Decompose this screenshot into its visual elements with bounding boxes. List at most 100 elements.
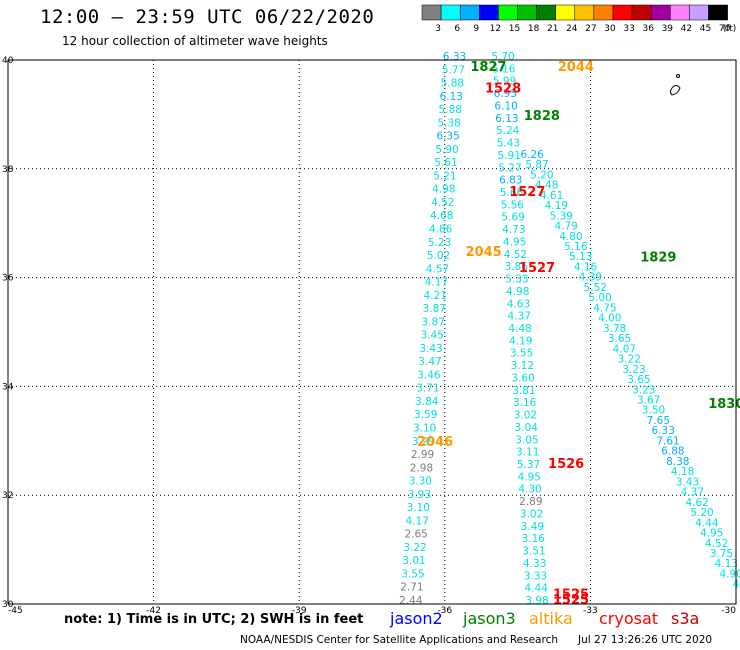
swh-value: 5.52 xyxy=(584,282,607,294)
legend-label: 12 xyxy=(490,24,501,34)
swh-value: 4.95 xyxy=(700,528,723,540)
legend-swatch xyxy=(459,4,480,21)
swh-value: 5.20 xyxy=(530,169,553,181)
generated-timestamp: Jul 27 13:26:26 UTC 2020 xyxy=(578,634,713,646)
swh-value: 6.10 xyxy=(494,100,517,112)
pass-time-label: 1527 xyxy=(519,261,555,276)
swh-value: 5.27 xyxy=(498,162,521,174)
swh-value: 5.99 xyxy=(493,76,516,88)
swh-value: 7.61 xyxy=(656,435,679,447)
swh-value: 2.99 xyxy=(411,449,434,461)
legend-swatch xyxy=(689,4,709,21)
swh-value: 3.71 xyxy=(416,383,439,395)
swh-value: 3.87 xyxy=(422,316,445,328)
swh-value: 4.73 xyxy=(502,224,525,236)
legend-swatch xyxy=(517,4,537,21)
swh-value: 4.95 xyxy=(518,471,541,483)
swh-value: 5.13 xyxy=(569,251,592,263)
swh-value: 4.17 xyxy=(406,515,429,527)
swh-value: 3.93 xyxy=(408,489,431,501)
swh-value: 3.65 xyxy=(627,374,650,386)
swh-value: 4.33 xyxy=(523,558,546,570)
swh-value: 4.62 xyxy=(685,497,708,509)
swh-value: 3.01 xyxy=(402,555,425,567)
legend-label: 18 xyxy=(528,24,540,34)
swh-value: 5.16 xyxy=(564,241,588,253)
swh-value: 5.23 xyxy=(428,237,451,249)
swh-value: 2.98 xyxy=(410,462,433,474)
island-outline xyxy=(670,85,681,96)
swh-value: 3.12 xyxy=(511,360,534,372)
pass-time-label: 1829 xyxy=(640,250,676,265)
swh-value: 5.88 xyxy=(441,78,464,90)
swh-value: 4.44 xyxy=(695,517,719,529)
swh-value: 5.20 xyxy=(690,507,713,519)
swh-value: 4.80 xyxy=(559,231,582,243)
satellite-s3a: s3a xyxy=(671,609,700,628)
legend-label: 42 xyxy=(681,24,692,34)
swh-value: 3.23 xyxy=(632,384,655,396)
legend-swatch xyxy=(708,4,728,21)
swh-value: 3.65 xyxy=(608,333,631,345)
swh-value: 4.21 xyxy=(424,290,447,302)
legend-swatch xyxy=(536,4,556,21)
swh-value: 3.23 xyxy=(622,364,645,376)
swh-value: 3.45 xyxy=(420,330,443,342)
swh-value: 4.37 xyxy=(508,311,531,323)
satellite-cryosat: cryosat xyxy=(599,609,659,628)
swh-value: 3.22 xyxy=(618,354,641,366)
swh-value: 6.26 xyxy=(520,149,544,161)
swh-value: 5.24 xyxy=(496,125,520,137)
swh-value: 3.10 xyxy=(413,423,436,435)
swh-value: 5.37 xyxy=(517,459,540,471)
legend-swatch xyxy=(479,4,499,21)
swh-value: 5.00 xyxy=(588,292,611,304)
swh-value: 3.84 xyxy=(415,396,439,408)
swh-value: 4.61 xyxy=(540,190,563,202)
swh-value: 3.33 xyxy=(524,570,547,582)
swh-value: 3.75 xyxy=(710,548,733,560)
chart-subtitle: 12 hour collection of altimeter wave hei… xyxy=(62,34,328,48)
x-tick-label: -33 xyxy=(583,606,598,616)
swh-value: 2.71 xyxy=(400,582,423,594)
swh-value: 6.33 xyxy=(443,51,466,63)
swh-value: 6.13 xyxy=(440,91,463,103)
swh-value: 3.50 xyxy=(642,405,665,417)
legend-label: 15 xyxy=(509,24,520,34)
pass-time-label: 1528 xyxy=(485,82,521,97)
swh-value: 3.55 xyxy=(401,568,424,580)
x-tick-label: -36 xyxy=(437,606,452,616)
swh-value: 3.59 xyxy=(414,409,437,421)
legend-swatch xyxy=(612,4,633,21)
swh-value: 4.98 xyxy=(506,286,529,298)
legend-label: 30 xyxy=(604,24,616,34)
swh-value: 5.56 xyxy=(501,199,525,211)
legend-swatch xyxy=(593,4,614,21)
swh-value: 5.39 xyxy=(550,210,573,222)
swh-value: 8.38 xyxy=(666,456,689,468)
swh-value: 4.44 xyxy=(525,583,549,595)
swh-value: 5.91 xyxy=(498,150,521,162)
swh-value: 4.37 xyxy=(681,487,704,499)
swh-value: 4.57 xyxy=(426,263,449,275)
swh-value: 3.02 xyxy=(520,508,543,520)
swh-value: 4.86 xyxy=(429,223,453,235)
swh-value: 4.68 xyxy=(430,210,453,222)
swh-value: 4.90 xyxy=(719,568,740,580)
swh-value: 4.52 xyxy=(504,249,527,261)
swh-value: 6.83 xyxy=(499,175,522,187)
swh-value: 5.69 xyxy=(501,212,524,224)
pass-time-label: 1827 xyxy=(470,60,506,75)
swh-value: 3.49 xyxy=(521,521,544,533)
swh-value: 3.47 xyxy=(418,356,441,368)
swh-value: 6.88 xyxy=(661,446,684,458)
swh-value: 3.02 xyxy=(514,410,537,422)
legend-label: 45 xyxy=(700,24,711,34)
swh-value: 3.16 xyxy=(521,533,545,545)
legend-label: 70 xyxy=(719,24,731,34)
swh-value: 2.65 xyxy=(404,529,427,541)
pass-time-label: 1830 xyxy=(708,397,740,412)
chart-title: 12:00 – 23:59 UTC 06/22/2020 xyxy=(40,6,375,28)
legend-label: 33 xyxy=(623,24,634,34)
pass-time-label: 2045 xyxy=(466,245,502,260)
